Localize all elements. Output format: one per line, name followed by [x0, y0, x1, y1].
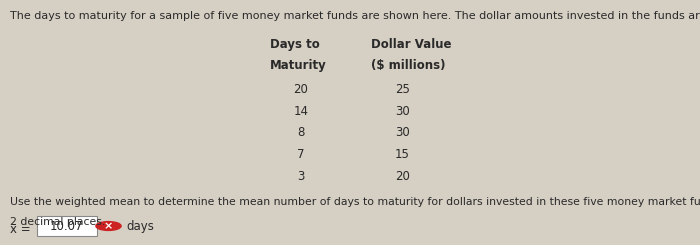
Text: Days to: Days to — [270, 38, 319, 51]
Text: 15: 15 — [395, 148, 410, 161]
Text: Maturity: Maturity — [270, 59, 326, 72]
Text: Dollar Value: Dollar Value — [371, 38, 452, 51]
Text: 20: 20 — [293, 83, 309, 96]
Text: 30: 30 — [395, 105, 410, 118]
Text: 10.07: 10.07 — [50, 220, 83, 233]
Text: 20: 20 — [395, 170, 410, 183]
Text: ×: × — [104, 221, 113, 231]
Text: x̄ =: x̄ = — [10, 222, 30, 236]
Text: The days to maturity for a sample of five money market funds are shown here. The: The days to maturity for a sample of fiv… — [10, 11, 700, 21]
Text: Use the weighted mean to determine the mean number of days to maturity for dolla: Use the weighted mean to determine the m… — [10, 197, 700, 207]
Text: 30: 30 — [395, 126, 410, 139]
Text: 3: 3 — [298, 170, 304, 183]
Text: 8: 8 — [298, 126, 304, 139]
Text: 14: 14 — [293, 105, 309, 118]
Text: ($ millions): ($ millions) — [371, 59, 445, 72]
FancyBboxPatch shape — [37, 216, 97, 236]
Text: 2 decimal places.: 2 decimal places. — [10, 217, 105, 227]
Text: 25: 25 — [395, 83, 410, 96]
Text: days: days — [127, 220, 155, 233]
Circle shape — [96, 221, 121, 230]
Text: 7: 7 — [298, 148, 304, 161]
